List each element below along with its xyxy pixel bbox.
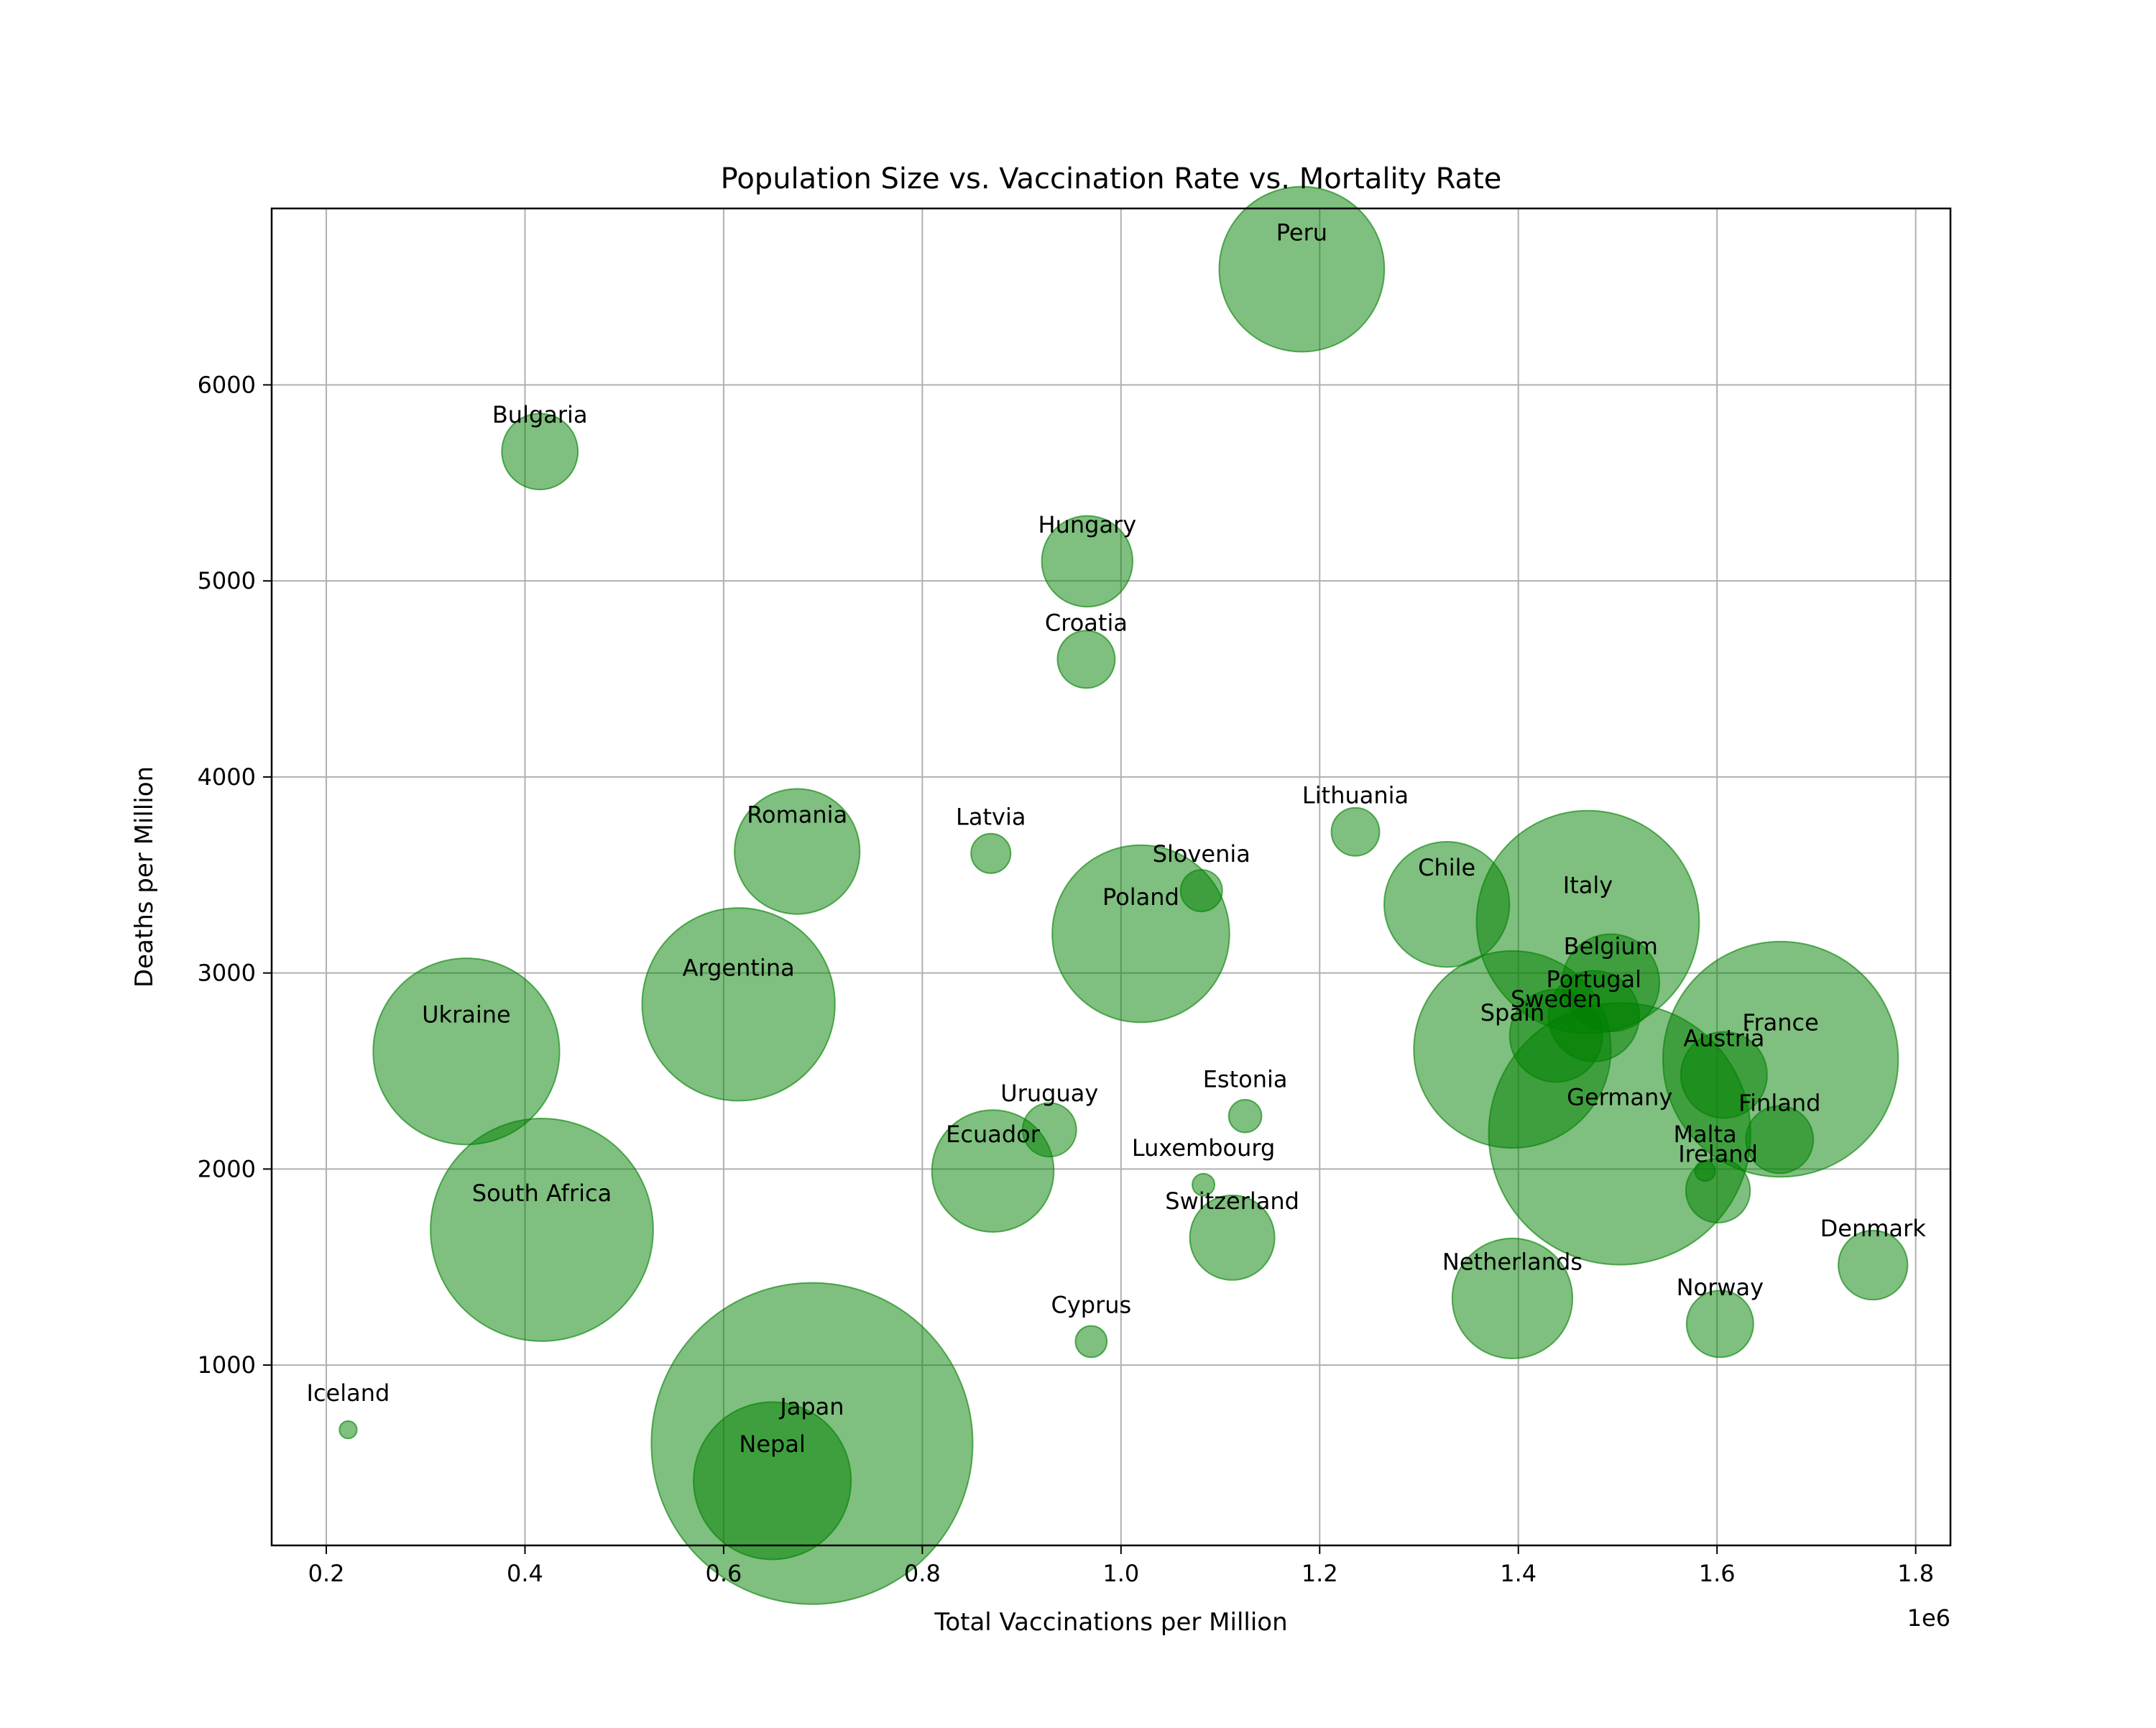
x-tick-label: 1.8 xyxy=(1897,1560,1934,1587)
data-point-label: Denmark xyxy=(1820,1215,1927,1242)
data-point xyxy=(1838,1229,1909,1301)
data-point xyxy=(1694,1159,1716,1182)
data-point xyxy=(1547,970,1641,1062)
data-point-label: Netherlands xyxy=(1442,1248,1583,1275)
data-point-label: Argentina xyxy=(683,954,795,981)
data-point-label: Ireland xyxy=(1678,1140,1758,1167)
y-tick-label: 2000 xyxy=(198,1155,256,1182)
data-point xyxy=(1041,515,1134,608)
data-point xyxy=(1383,841,1511,968)
plot-frame xyxy=(270,207,1952,1547)
data-point-label: Portugal xyxy=(1547,966,1642,993)
data-point xyxy=(1074,1325,1108,1359)
data-point-label: Latvia xyxy=(956,803,1026,830)
data-point-label: Nepal xyxy=(739,1430,805,1458)
y-tick-label: 4000 xyxy=(198,763,256,791)
data-point-label: South Africa xyxy=(472,1180,612,1207)
data-point-label: Croatia xyxy=(1045,609,1128,636)
data-point-label: Switzerland xyxy=(1165,1187,1299,1215)
data-point xyxy=(1021,1102,1077,1158)
data-point-label: Sweden xyxy=(1511,985,1601,1013)
data-point-label: Chile xyxy=(1418,854,1475,881)
data-point-label: Peru xyxy=(1276,219,1327,247)
data-point-label: Estonia xyxy=(1203,1066,1288,1093)
x-axis-label: Total Vaccinations per Million xyxy=(934,1608,1287,1637)
data-point xyxy=(1218,185,1386,353)
data-point xyxy=(1056,630,1116,689)
y-tick-label: 3000 xyxy=(198,960,256,987)
data-point xyxy=(1227,1098,1263,1134)
data-point xyxy=(1745,1105,1815,1175)
data-point-label: Romania xyxy=(747,801,847,829)
data-point-label: Malta xyxy=(1673,1121,1736,1148)
x-tick-label: 0.8 xyxy=(904,1560,941,1587)
x-tick-label: 1.6 xyxy=(1699,1560,1736,1587)
data-point-label: Finland xyxy=(1738,1089,1820,1116)
data-point xyxy=(1680,1031,1768,1119)
data-point xyxy=(1685,1290,1754,1359)
data-point-label: Lithuania xyxy=(1302,781,1409,809)
data-point-label: Luxembourg xyxy=(1132,1134,1275,1162)
data-point xyxy=(501,413,579,491)
x-axis-offset-label: 1e6 xyxy=(1907,1604,1950,1632)
data-point xyxy=(338,1420,358,1440)
data-point-label: France xyxy=(1742,1009,1818,1037)
data-point-label: Cyprus xyxy=(1051,1291,1132,1318)
data-point-label: Ecuador xyxy=(946,1121,1041,1148)
y-axis-label: Deaths per Million xyxy=(130,766,159,988)
x-tick-label: 0.6 xyxy=(705,1560,742,1587)
point-label-layer: Peru Bulgaria Hungary Croatia Lithuania Roman… xyxy=(307,219,1927,1458)
data-point-label: Germany xyxy=(1567,1083,1672,1111)
data-point xyxy=(734,788,861,915)
data-point-label: Spain xyxy=(1480,999,1544,1026)
data-point-label: Belgium xyxy=(1564,932,1658,960)
data-point xyxy=(1192,1172,1216,1197)
data-point xyxy=(1189,1194,1276,1281)
x-tick-label: 0.4 xyxy=(507,1560,543,1587)
x-tick-label: 1.2 xyxy=(1302,1560,1338,1587)
data-point-label: Bulgaria xyxy=(492,401,588,428)
data-point xyxy=(1451,1237,1574,1360)
data-point-label: Iceland xyxy=(307,1379,390,1407)
data-point xyxy=(931,1109,1055,1233)
data-point-label: Ukraine xyxy=(422,1001,511,1029)
x-tick-label: 1.0 xyxy=(1102,1560,1139,1587)
bubble-layer xyxy=(338,185,1909,1605)
data-point-label: Italy xyxy=(1563,872,1613,899)
data-point-label: Uruguay xyxy=(1000,1080,1098,1107)
data-point xyxy=(641,907,836,1102)
data-point xyxy=(430,1117,654,1342)
tick-layer: 0.2 0.4 0.6 0.8 1.0 1.2 1.4 1.6 1.8 1000 2000 3000 4… xyxy=(198,371,1935,1587)
data-point xyxy=(1330,806,1381,857)
y-tick-label: 6000 xyxy=(198,371,256,398)
x-tick-label: 1.4 xyxy=(1500,1560,1537,1587)
data-point xyxy=(970,832,1012,874)
data-point xyxy=(1179,869,1223,913)
data-point xyxy=(372,957,561,1146)
chart-title: Population Size vs. Vaccination Rate vs.… xyxy=(721,162,1502,196)
data-point-label: Japan xyxy=(778,1393,844,1420)
x-tick-label: 0.2 xyxy=(308,1560,345,1587)
data-point-label: Poland xyxy=(1102,883,1179,911)
y-tick-label: 5000 xyxy=(198,567,256,594)
data-point-label: Slovenia xyxy=(1153,840,1250,868)
data-point-label: Austria xyxy=(1683,1024,1764,1052)
data-point xyxy=(693,1401,852,1561)
y-tick-label: 1000 xyxy=(198,1351,256,1379)
data-point-label: Norway xyxy=(1677,1274,1764,1301)
data-point-label: Hungary xyxy=(1038,511,1137,538)
